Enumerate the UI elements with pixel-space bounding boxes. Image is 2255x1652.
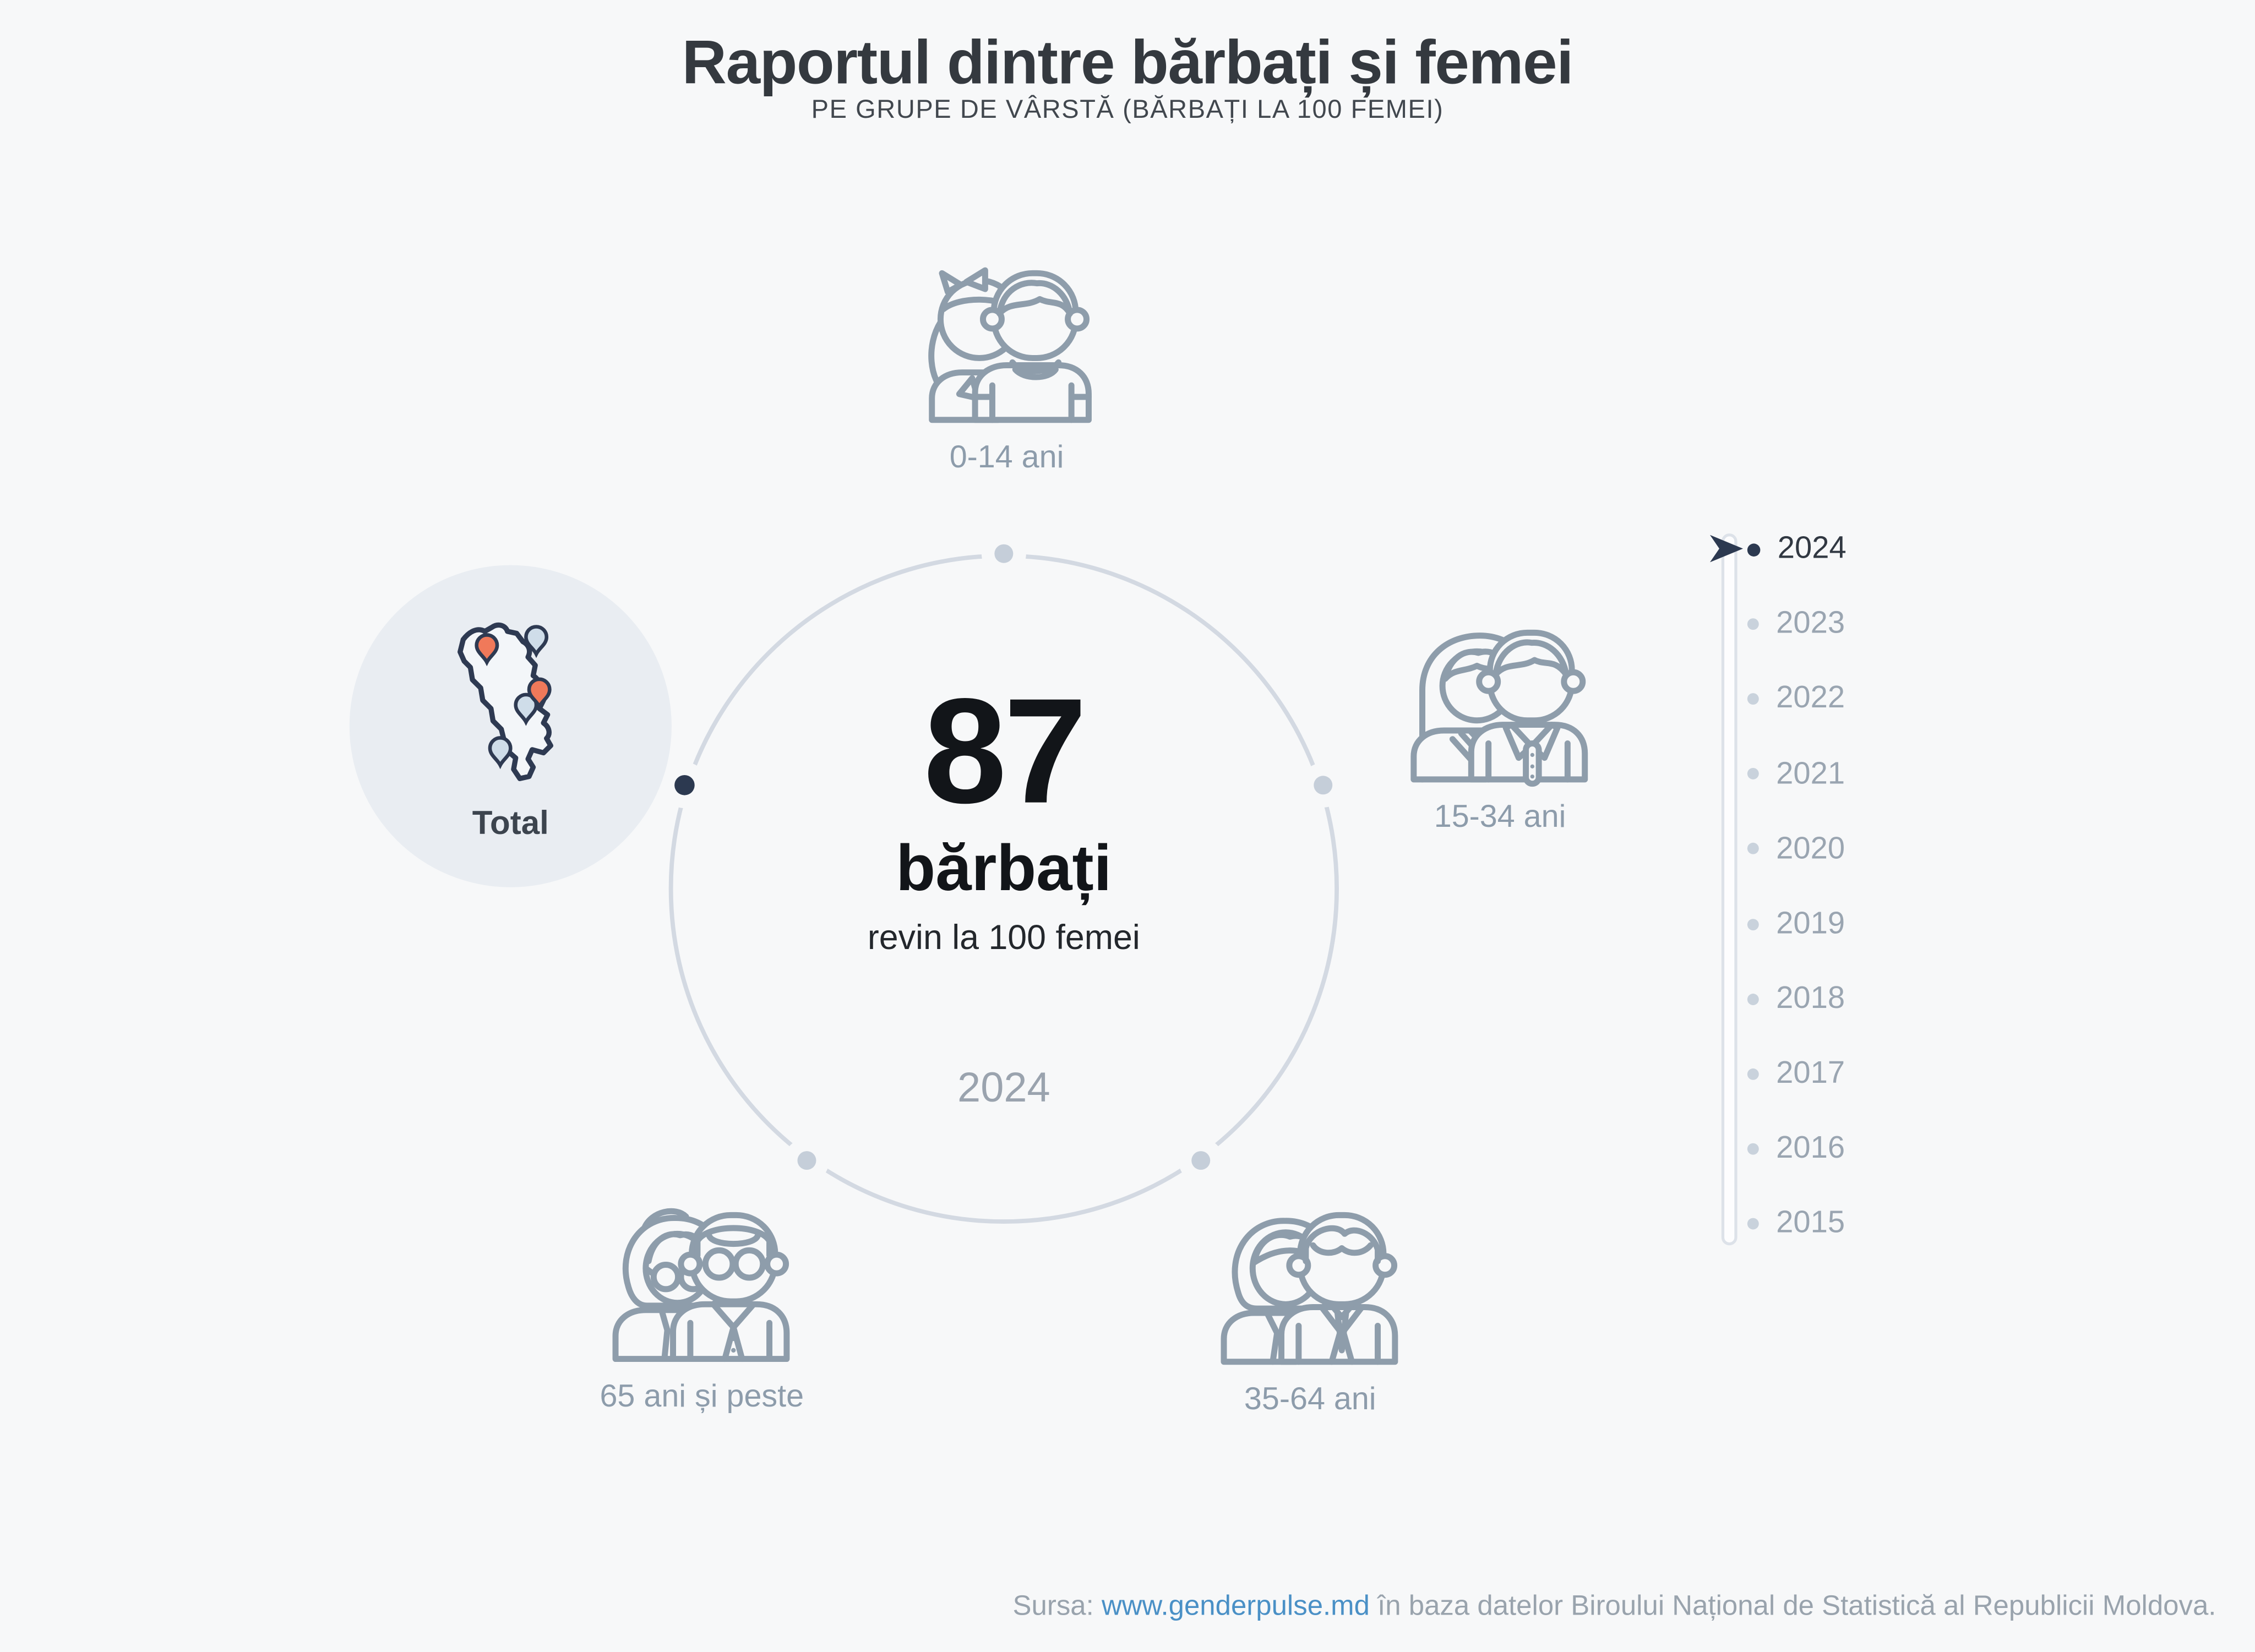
ratio-caption: revin la 100 femei [867, 919, 1140, 958]
timeline-year-2020[interactable]: 2020 [1747, 832, 1845, 866]
timeline-year-dot [1747, 993, 1759, 1005]
page-subtitle: PE GRUPE DE VÂRSTĂ (BĂRBAȚI LA 100 FEMEI… [811, 95, 1444, 124]
timeline-year-2022[interactable]: 2022 [1747, 682, 1845, 717]
timeline-year-dot [1747, 1068, 1759, 1079]
timeline-year-2024[interactable]: 2024 [1747, 532, 1847, 567]
map-pin-blue-icon [514, 693, 538, 726]
timeline-year-label: 2022 [1776, 680, 1845, 716]
map-pin-blue-icon [488, 736, 513, 770]
category-total[interactable]: Total [349, 565, 672, 887]
timeline-year-dot [1747, 693, 1759, 705]
timeline-year-label: 2019 [1776, 906, 1845, 940]
timeline-year-2021[interactable]: 2021 [1747, 757, 1845, 792]
map-pin-blue-icon [524, 625, 549, 658]
timeline-year-label: 2021 [1776, 755, 1845, 790]
timeline-year-label: 2023 [1776, 606, 1845, 641]
source-suffix: în baza datelor Biroului Național de Sta… [1377, 1590, 2216, 1622]
ring-dot-15-34 [1314, 776, 1333, 795]
timeline-year-2017[interactable]: 2017 [1747, 1056, 1845, 1091]
ring-dot-65-plus [797, 1151, 816, 1170]
timeline-year-2015[interactable]: 2015 [1747, 1206, 1845, 1241]
center-readout: 87 bărbați revin la 100 femei 2024 [669, 554, 1339, 1224]
timeline-year-dot [1747, 918, 1759, 930]
timeline-year-dot [1747, 618, 1759, 630]
timeline-year-2018[interactable]: 2018 [1747, 982, 1845, 1016]
timeline-year-label: 2016 [1776, 1130, 1845, 1165]
elderly-couple-icon [612, 1208, 790, 1362]
timeline-year-label: 2017 [1776, 1055, 1845, 1090]
category-15-34[interactable]: 15-34 ani [1342, 618, 1658, 834]
timeline-year-dot [1747, 768, 1759, 780]
timeline-year-label: 2020 [1776, 830, 1845, 865]
category-label-0-14: 0-14 ani [949, 438, 1064, 475]
ring-dot-35-64 [1191, 1151, 1211, 1170]
timeline-year-2023[interactable]: 2023 [1747, 607, 1845, 642]
young-adults-icon [1410, 629, 1588, 787]
children-icon [928, 267, 1092, 423]
ratio-unit: bărbați [896, 831, 1112, 905]
timeline-year-label: 2024 [1777, 531, 1847, 566]
timeline-year-dot [1747, 843, 1759, 855]
map-pin-orange-icon [527, 677, 552, 711]
source-prefix: Sursa: [1012, 1590, 1094, 1622]
ring-dot-0-14 [994, 544, 1014, 563]
category-0-14[interactable]: 0-14 ani [848, 259, 1165, 475]
ratio-year: 2024 [957, 1065, 1050, 1112]
ring-dot-total-selected [674, 775, 695, 795]
timeline-year-label: 2015 [1776, 1205, 1845, 1240]
timeline-track[interactable] [1721, 533, 1737, 1246]
moldova-map-icon [457, 622, 553, 781]
page-title: Raportul dintre bărbați și femei [682, 29, 1574, 98]
category-65-plus[interactable]: 65 ani și peste [543, 1198, 860, 1414]
timeline-year-label: 2018 [1776, 980, 1845, 1015]
timeline-year-dot [1747, 1218, 1759, 1230]
timeline-year-dot [1747, 1143, 1759, 1155]
timeline-year-2019[interactable]: 2019 [1747, 907, 1845, 941]
category-label-15-34: 15-34 ani [1434, 798, 1566, 835]
timeline-year-2016[interactable]: 2016 [1747, 1131, 1845, 1166]
source-note: Sursa: www.genderpulse.md în baza datelo… [1013, 1590, 2216, 1623]
category-label-65-plus: 65 ani și peste [600, 1377, 804, 1414]
timeline-cursor-icon [1709, 535, 1744, 563]
middle-aged-couple-icon [1221, 1212, 1398, 1365]
map-pin-orange-icon [475, 633, 499, 667]
timeline-year-dot [1747, 543, 1761, 556]
category-label-35-64: 35-64 ani [1244, 1380, 1376, 1417]
category-35-64[interactable]: 35-64 ani [1152, 1201, 1468, 1416]
source-link[interactable]: www.genderpulse.md [1101, 1590, 1370, 1622]
ratio-value: 87 [923, 668, 1087, 836]
category-label-total: Total [472, 804, 549, 842]
